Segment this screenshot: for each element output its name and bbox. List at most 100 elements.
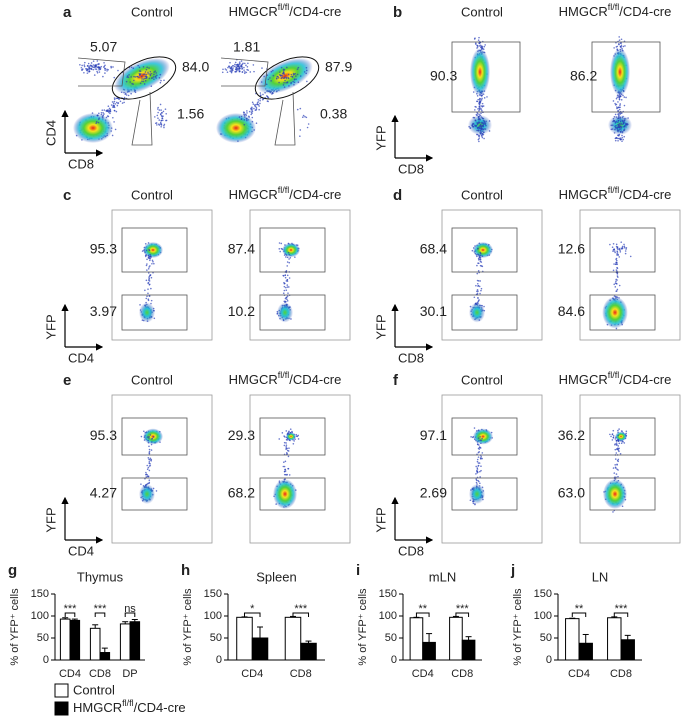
event-dot bbox=[481, 458, 483, 460]
event-dot bbox=[618, 459, 620, 461]
event-dot bbox=[617, 439, 619, 441]
event-dot bbox=[473, 117, 475, 119]
plot-header: Control bbox=[131, 187, 173, 202]
event-dot bbox=[624, 128, 626, 130]
event-dot bbox=[160, 74, 162, 76]
y-tick-label: 150 bbox=[31, 588, 49, 600]
gate bbox=[275, 92, 295, 145]
event-dot bbox=[258, 99, 260, 101]
event-dot bbox=[87, 70, 89, 72]
y-tick-label: 100 bbox=[534, 610, 552, 622]
event-dot bbox=[151, 73, 153, 75]
event-dot bbox=[87, 65, 89, 67]
event-dot bbox=[285, 277, 287, 279]
event-dot bbox=[160, 109, 162, 111]
event-dot bbox=[486, 96, 488, 98]
event-dot bbox=[474, 296, 476, 298]
event-dot bbox=[116, 111, 118, 113]
event-dot bbox=[146, 295, 148, 297]
event-dot bbox=[482, 266, 484, 268]
event-dot bbox=[284, 442, 286, 444]
event-dot bbox=[257, 102, 259, 104]
event-dot bbox=[613, 120, 615, 122]
event-dot bbox=[145, 476, 147, 478]
x-axis-label: CD8 bbox=[398, 161, 424, 176]
event-dot bbox=[617, 246, 619, 248]
text-part: HMGCR bbox=[559, 187, 608, 202]
event-dot bbox=[151, 459, 153, 461]
event-dot bbox=[293, 73, 295, 75]
event-dot bbox=[163, 79, 165, 81]
event-dot bbox=[480, 255, 482, 257]
panel-letter: a bbox=[63, 4, 72, 21]
y-axis-label: YFP bbox=[373, 125, 388, 150]
event-dot bbox=[290, 257, 292, 259]
density-blob bbox=[282, 243, 300, 257]
event-dot bbox=[222, 68, 224, 70]
event-dot bbox=[620, 121, 622, 123]
event-dot bbox=[112, 101, 114, 103]
event-dot bbox=[292, 76, 294, 78]
event-dot bbox=[618, 428, 620, 430]
event-dot bbox=[297, 68, 299, 70]
event-dot bbox=[89, 71, 91, 73]
event-dot bbox=[141, 436, 143, 438]
event-dot bbox=[148, 249, 150, 251]
plot-header: Control bbox=[461, 4, 503, 19]
event-dot bbox=[478, 444, 480, 446]
event-dot bbox=[239, 67, 241, 69]
event-dot bbox=[147, 73, 149, 75]
y-tick-label: 100 bbox=[204, 610, 222, 622]
event-dot bbox=[135, 76, 137, 78]
event-dot bbox=[150, 288, 152, 290]
event-dot bbox=[286, 298, 288, 300]
significance-label: *** bbox=[294, 603, 308, 615]
event-dot bbox=[474, 106, 476, 108]
event-dot bbox=[298, 81, 300, 83]
y-tick-label: 0 bbox=[43, 654, 49, 666]
event-dot bbox=[307, 127, 309, 129]
plot-header: HMGCRfl/fl/CD4-cre bbox=[559, 185, 672, 202]
event-dot bbox=[149, 78, 151, 80]
event-dot bbox=[260, 92, 262, 94]
event-dot bbox=[256, 107, 258, 109]
event-dot bbox=[137, 65, 139, 67]
event-dot bbox=[145, 74, 147, 76]
event-dot bbox=[278, 438, 280, 440]
event-dot bbox=[126, 76, 128, 78]
event-dot bbox=[258, 105, 260, 107]
event-dot bbox=[102, 115, 104, 117]
event-dot bbox=[104, 109, 106, 111]
event-dot bbox=[293, 443, 295, 445]
chart-title: LN bbox=[592, 569, 609, 584]
bar bbox=[60, 619, 70, 660]
event-dot bbox=[271, 71, 273, 73]
event-dot bbox=[621, 135, 623, 137]
event-dot bbox=[287, 257, 289, 259]
event-dot bbox=[113, 77, 115, 79]
event-dot bbox=[148, 300, 150, 302]
event-dot bbox=[106, 70, 108, 72]
event-dot bbox=[478, 127, 480, 129]
event-dot bbox=[250, 108, 252, 110]
bar bbox=[90, 628, 100, 660]
event-dot bbox=[234, 64, 236, 66]
event-dot bbox=[163, 111, 165, 113]
event-dot bbox=[91, 68, 93, 70]
event-dot bbox=[482, 105, 484, 107]
event-dot bbox=[112, 106, 114, 108]
event-dot bbox=[619, 109, 621, 111]
gate-value: 0.38 bbox=[320, 106, 347, 122]
event-dot bbox=[475, 285, 477, 287]
event-dot bbox=[241, 66, 243, 68]
event-dot bbox=[470, 436, 472, 438]
event-dot bbox=[616, 464, 618, 466]
event-dot bbox=[484, 97, 486, 99]
event-dot bbox=[243, 111, 245, 113]
panel-letter: f bbox=[393, 372, 399, 389]
event-dot bbox=[479, 107, 481, 109]
event-dot bbox=[610, 125, 612, 127]
event-dot bbox=[244, 71, 246, 73]
event-dot bbox=[616, 269, 618, 271]
event-dot bbox=[283, 73, 285, 75]
